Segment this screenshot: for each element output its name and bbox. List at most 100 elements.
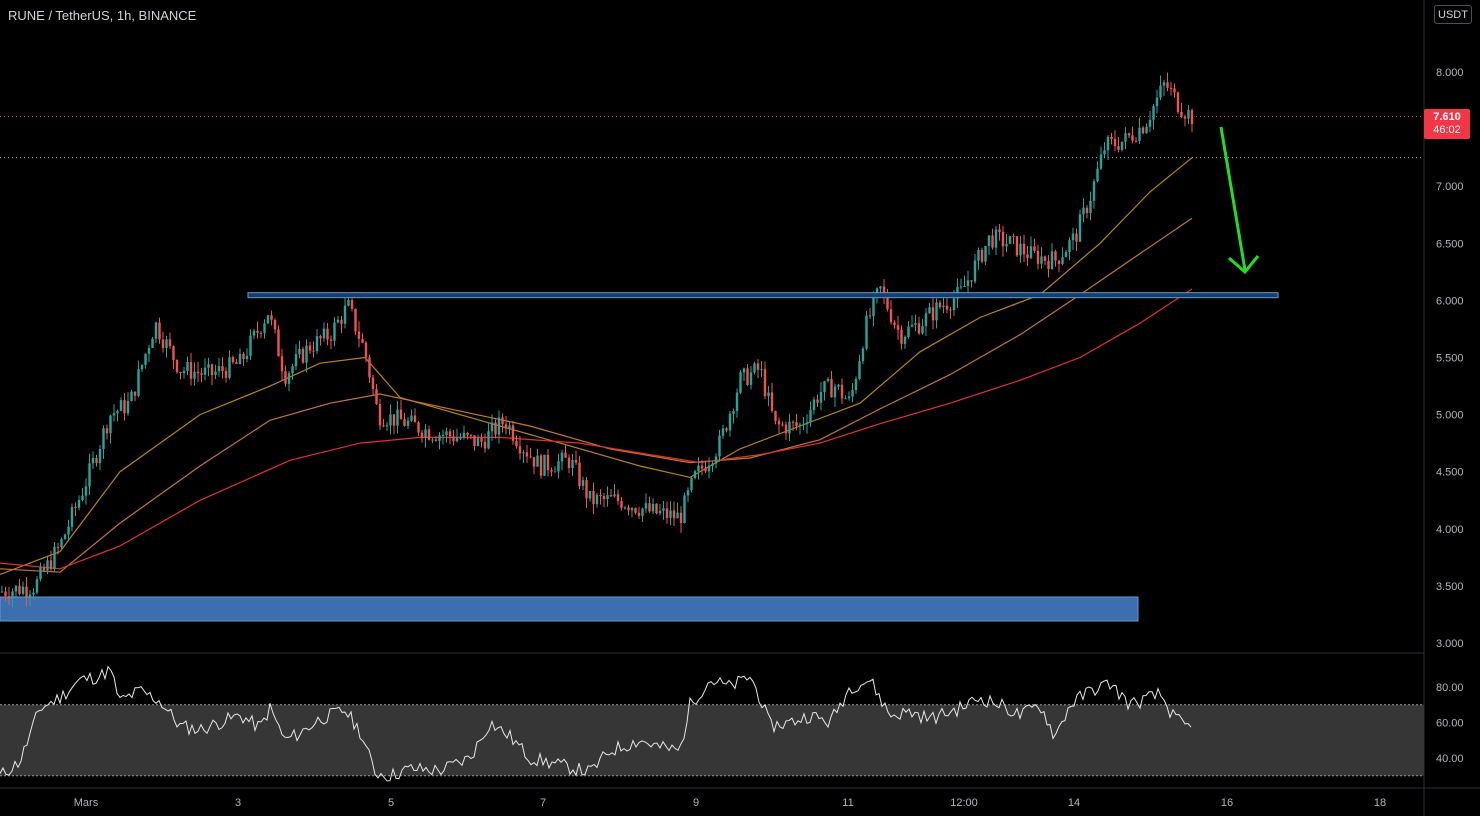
candle-body [186, 362, 189, 371]
candle-body [46, 560, 49, 571]
candle-body [84, 486, 88, 496]
candle-body [424, 429, 427, 438]
candle-body [644, 503, 648, 509]
candle-body [1187, 110, 1190, 119]
candle-body [616, 494, 620, 501]
candle-body [1078, 214, 1082, 242]
candle-body [196, 371, 200, 374]
candle-body [872, 296, 875, 317]
candle-body [25, 586, 28, 597]
candle-body [858, 361, 861, 379]
candle-body [459, 437, 462, 439]
candle-body [105, 428, 109, 434]
candle-body [1036, 250, 1040, 264]
candle-body [95, 458, 98, 463]
candle-body [735, 392, 739, 411]
candle-body [193, 371, 196, 379]
candle-body [1117, 146, 1120, 150]
bar-countdown: 46:02 [1433, 124, 1461, 136]
candle-body [0, 591, 4, 593]
candle-body [494, 422, 497, 435]
candle-body [203, 367, 207, 375]
candle-body [1057, 260, 1061, 264]
candle-body [987, 235, 991, 246]
candle-body [326, 328, 329, 340]
candle-body [984, 245, 987, 262]
candle-body [1180, 111, 1183, 117]
candle-body [1008, 236, 1012, 244]
rsi-tick-label: 60.00 [1436, 718, 1464, 730]
candle-body [151, 338, 154, 348]
candle-body [1082, 207, 1085, 215]
candle-body [861, 348, 865, 362]
candle-body [242, 353, 245, 360]
candle-body [382, 425, 385, 427]
candle-body [924, 313, 928, 327]
candle-body [798, 424, 802, 426]
candle-body [914, 323, 917, 325]
candle-body [1022, 243, 1026, 255]
candle-body [1026, 254, 1029, 259]
candle-body [28, 594, 32, 597]
candle-body [830, 378, 833, 398]
candle-body [795, 422, 798, 426]
candle-body [942, 305, 945, 307]
candle-body [501, 417, 504, 425]
candle-body [543, 454, 546, 476]
time-tick-label: 14 [1068, 797, 1080, 809]
price-tick-label: 5.000 [1436, 410, 1464, 422]
price-tick-label: 4.000 [1436, 524, 1464, 536]
candle-body [634, 508, 637, 513]
candle-body [508, 425, 511, 429]
price-tick-label: 7.000 [1436, 181, 1464, 193]
candle-body [1113, 138, 1117, 147]
candle-body [308, 345, 312, 351]
candle-body [396, 409, 399, 426]
candle-body [826, 378, 830, 382]
candle-body [998, 229, 1001, 232]
candle-body [812, 399, 816, 411]
candle-body [487, 431, 490, 449]
candle-body [721, 428, 725, 436]
candle-body [53, 546, 56, 569]
candle-body [245, 355, 249, 360]
candle-body [119, 400, 123, 411]
candle-body [294, 354, 298, 367]
candle-body [256, 330, 259, 333]
candle-body [973, 260, 977, 282]
symbol-title[interactable]: RUNE / TetherUS, 1h, BINANCE [8, 8, 197, 23]
rsi-line [0, 665, 1192, 782]
candle-body [340, 319, 343, 324]
candle-body [1110, 136, 1113, 139]
candle-body [840, 384, 844, 399]
candle-body [483, 441, 487, 449]
currency-badge[interactable]: USDT [1434, 5, 1472, 24]
candle-body [700, 465, 704, 469]
candle-body [637, 512, 641, 516]
ma-line [0, 217, 1193, 573]
support-zone[interactable] [0, 596, 1139, 622]
candle-body [693, 471, 697, 479]
candle-body [886, 294, 889, 310]
candle-body [917, 323, 921, 334]
candle-body [1159, 85, 1162, 98]
candle-body [7, 595, 11, 599]
candle-body [1131, 135, 1134, 141]
candle-body [676, 512, 679, 519]
candle-body [613, 494, 616, 497]
candle-body [238, 353, 242, 364]
time-axis-labels: Mars 3 5 7 9 11 12:00 14 16 18 [74, 797, 1386, 809]
candle-body [1019, 243, 1022, 256]
candle-body [742, 368, 746, 373]
candle-body [137, 369, 140, 396]
candle-body [102, 428, 105, 450]
candle-body [130, 391, 133, 402]
candle-body [399, 409, 403, 420]
rsi-tick-label: 80.00 [1436, 682, 1464, 694]
resistance-line[interactable] [247, 292, 1279, 299]
candle-body [1092, 181, 1096, 201]
candle-body [844, 398, 847, 400]
candle-body [602, 496, 606, 499]
candle-body [455, 437, 459, 442]
